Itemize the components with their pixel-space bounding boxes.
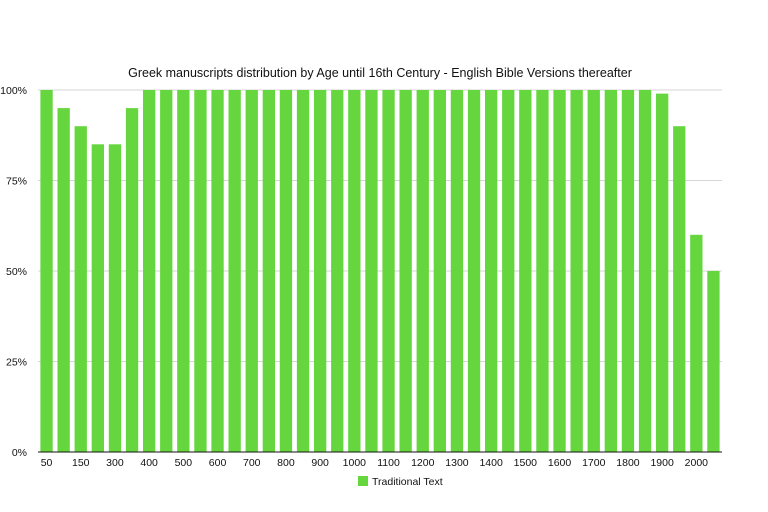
bars bbox=[40, 90, 720, 453]
x-tick-label: 1000 bbox=[343, 457, 367, 469]
bar-450 bbox=[160, 90, 173, 452]
bar-1350 bbox=[467, 90, 481, 452]
x-tick-label: 1600 bbox=[548, 457, 572, 469]
bar-1850 bbox=[638, 90, 652, 452]
bar-1750 bbox=[604, 90, 617, 452]
bar-500 bbox=[177, 90, 190, 452]
y-tick-label: 25% bbox=[6, 357, 27, 369]
legend-label-traditional-text: Traditional Text bbox=[372, 476, 443, 488]
x-tick-label: 500 bbox=[175, 457, 193, 469]
x-tick-label: 1700 bbox=[582, 457, 606, 469]
bar-1700 bbox=[587, 90, 600, 452]
x-tick-label: 800 bbox=[277, 457, 295, 469]
x-tick-label: 1400 bbox=[479, 457, 503, 469]
bar-350 bbox=[125, 108, 139, 452]
bar-950 bbox=[331, 90, 344, 452]
bar-50 bbox=[40, 90, 53, 452]
bar-550 bbox=[194, 90, 207, 452]
bar-1450 bbox=[502, 90, 515, 452]
x-tick-label: 1100 bbox=[377, 457, 400, 469]
x-tick-label: 1800 bbox=[616, 457, 640, 469]
legend: Traditional Text bbox=[358, 476, 443, 488]
y-axis-tick-labels: 0% 25% 50% 75% 100% bbox=[0, 85, 27, 459]
y-tick-label: 75% bbox=[6, 176, 27, 188]
bar-650 bbox=[228, 90, 241, 452]
x-tick-label: 1500 bbox=[514, 457, 538, 469]
x-tick-label: 1900 bbox=[650, 457, 674, 469]
x-tick-label: 1300 bbox=[445, 457, 469, 469]
bar-1500 bbox=[519, 90, 532, 452]
bar-300 bbox=[108, 144, 122, 453]
x-axis-tick-labels: 50 150 300 400 500 600 700 800 900 1000 1100 1200 13… bbox=[41, 457, 708, 469]
bar-2000 bbox=[690, 234, 703, 452]
chart-title: Greek manuscripts distribution by Age un… bbox=[128, 66, 632, 80]
bar-1800 bbox=[621, 90, 635, 452]
bar-1250 bbox=[433, 90, 446, 452]
bar-150 bbox=[74, 126, 87, 452]
bar-1600 bbox=[553, 90, 566, 452]
bar-1300 bbox=[450, 90, 464, 452]
x-tick-label: 600 bbox=[209, 457, 227, 469]
bar-2050 bbox=[707, 271, 720, 452]
bar-1550 bbox=[536, 90, 549, 452]
bar-850 bbox=[296, 90, 310, 452]
grid-lines bbox=[38, 89, 722, 362]
bar-1100 bbox=[382, 90, 395, 452]
y-tick-label: 100% bbox=[0, 85, 27, 97]
bar-1400 bbox=[484, 90, 498, 452]
y-tick-label: 0% bbox=[12, 447, 27, 459]
legend-swatch-traditional-text bbox=[358, 476, 368, 486]
bar-750 bbox=[262, 90, 275, 452]
bar-200 bbox=[91, 144, 104, 453]
bar-1150 bbox=[399, 90, 412, 452]
bar-400 bbox=[142, 90, 156, 452]
bar-1950 bbox=[673, 126, 686, 452]
x-tick-label: 700 bbox=[243, 457, 261, 469]
x-tick-label: 1200 bbox=[411, 457, 435, 469]
bar-1000 bbox=[348, 90, 361, 452]
bar-1200 bbox=[416, 90, 429, 452]
bar-600 bbox=[211, 90, 224, 452]
bar-1650 bbox=[570, 90, 583, 452]
bar-800 bbox=[279, 90, 293, 452]
bar-100 bbox=[57, 108, 70, 452]
x-tick-label: 400 bbox=[140, 457, 158, 469]
bar-900 bbox=[313, 90, 327, 452]
y-tick-label: 50% bbox=[6, 266, 27, 278]
x-tick-label: 50 bbox=[41, 457, 53, 469]
x-tick-label: 150 bbox=[72, 457, 90, 469]
bar-700 bbox=[245, 90, 258, 452]
x-tick-label: 300 bbox=[106, 457, 124, 469]
bar-1050 bbox=[365, 90, 378, 452]
bar-1900 bbox=[655, 93, 669, 453]
x-tick-label: 900 bbox=[311, 457, 329, 469]
x-tick-label: 2000 bbox=[685, 457, 709, 469]
